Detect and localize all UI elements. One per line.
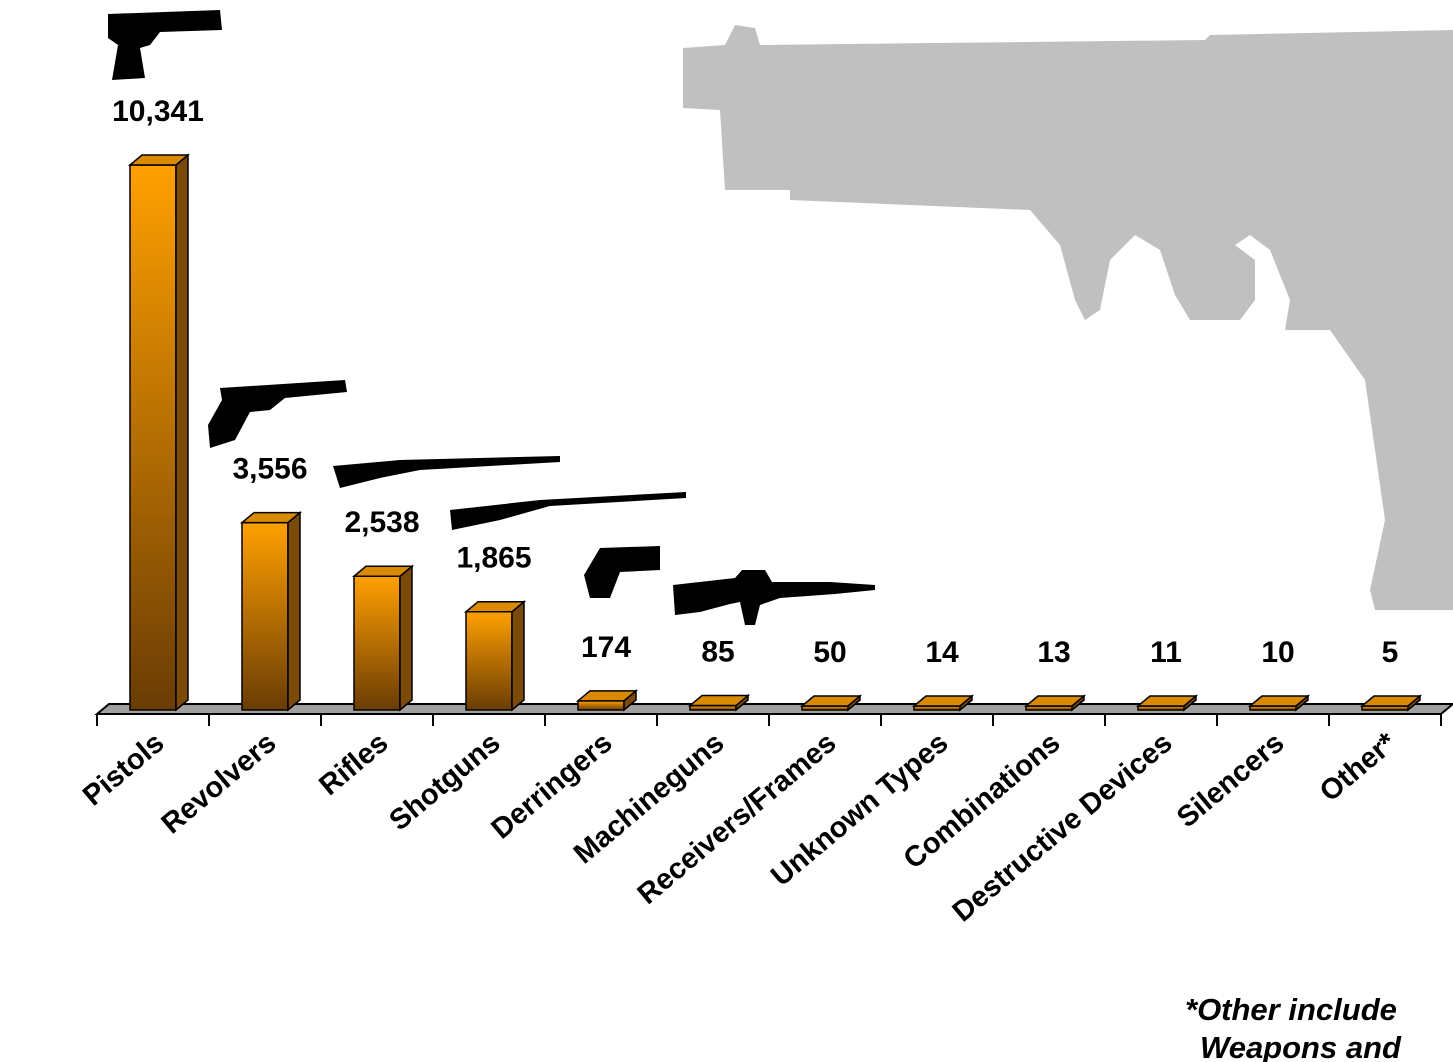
bar-side [511, 600, 525, 712]
x-tick-label: Receivers/Frames [632, 727, 843, 911]
bar-top [239, 511, 303, 524]
value-label: 10,341 [112, 95, 204, 128]
bar-side [175, 153, 189, 712]
value-label: 13 [1037, 636, 1070, 669]
derringer-icon [584, 546, 660, 598]
bar-top [799, 695, 863, 707]
machinegun-icon [673, 570, 875, 625]
bar-top [1135, 695, 1199, 707]
bar [577, 700, 625, 711]
rifle-icon [333, 456, 560, 488]
pistol-icon [108, 10, 222, 80]
bar-top [575, 690, 639, 702]
bar [129, 164, 177, 711]
bar [241, 521, 289, 711]
footnote: *Other include [1185, 992, 1397, 1027]
x-tick-label: Pistols [77, 727, 170, 813]
bar-side [287, 510, 301, 712]
bar-top [687, 694, 751, 707]
bar-top [1247, 695, 1311, 707]
value-label: 2,538 [344, 506, 419, 539]
x-tick-label: Revolvers [156, 727, 283, 841]
background-pistol [683, 25, 1453, 610]
value-label: 1,865 [456, 542, 531, 575]
revolver-icon [208, 380, 347, 448]
bar [465, 610, 513, 711]
bar-top [463, 600, 527, 613]
shotgun-icon [450, 492, 686, 530]
value-label: 85 [701, 635, 734, 668]
value-label: 5 [1382, 636, 1399, 669]
value-label: 11 [1150, 636, 1182, 669]
x-tick-label: Rifles [313, 727, 394, 802]
value-label: 3,556 [232, 453, 307, 486]
value-label: 174 [581, 631, 631, 664]
bar-top [1359, 695, 1423, 707]
bar-top [127, 154, 191, 166]
x-tick-label: Other* [1314, 726, 1403, 808]
x-tick-label: Silencers [1171, 727, 1290, 834]
bar [353, 575, 401, 711]
bar-top [1023, 695, 1087, 707]
bar-side [399, 564, 413, 712]
footnote: Weapons and [1200, 1030, 1402, 1062]
value-label: 14 [925, 636, 959, 669]
value-label: 50 [813, 636, 846, 669]
bar-top [351, 565, 415, 577]
bar-top [911, 695, 975, 707]
x-tick-label: Destructive Devices [947, 727, 1179, 929]
value-label: 10 [1261, 636, 1294, 669]
